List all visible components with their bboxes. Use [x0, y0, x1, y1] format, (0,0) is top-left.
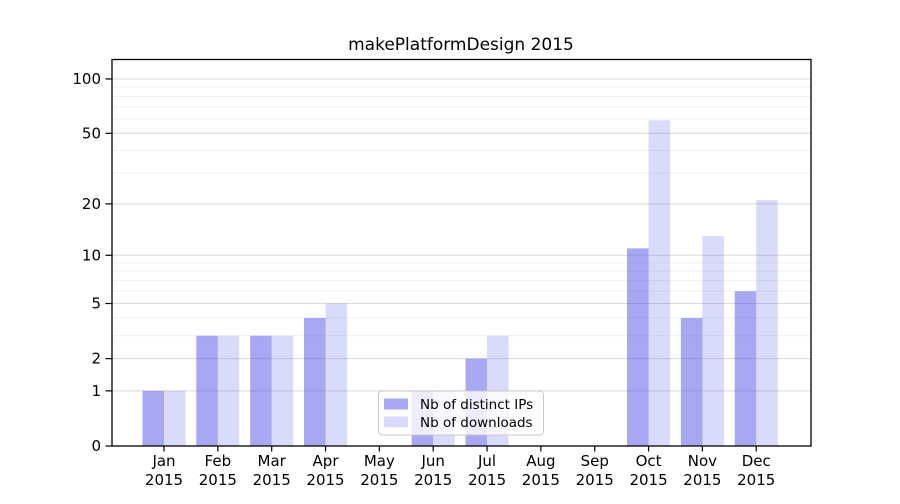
legend-swatch-s0	[384, 398, 408, 410]
x-tick-label-year: 2015	[737, 471, 775, 489]
bar-dec-s0	[734, 291, 757, 446]
x-tick-label-month: Sep	[581, 452, 609, 470]
x-tick-label-month: Dec	[742, 452, 771, 470]
bar-feb-s1	[217, 335, 240, 446]
x-tick-label-month: Feb	[205, 452, 232, 470]
y-tick-label: 50	[82, 124, 101, 142]
x-tick-label-month: Jun	[420, 452, 444, 470]
bar-apr-s1	[325, 303, 348, 446]
legend-label-s0: Nb of distinct IPs	[420, 397, 533, 413]
y-tick-label: 2	[91, 350, 101, 368]
bar-apr-s0	[304, 318, 326, 446]
x-tick-label-year: 2015	[414, 471, 452, 489]
y-tick-label: 20	[82, 195, 101, 213]
bar-mar-s1	[271, 335, 294, 446]
chart-title: makePlatformDesign 2015	[348, 35, 574, 55]
x-tick-label-year: 2015	[145, 471, 183, 489]
legend-label-s1: Nb of downloads	[420, 415, 533, 431]
bar-nov-s0	[680, 318, 703, 446]
x-tick-label-month: Jan	[151, 452, 175, 470]
bar-mar-s0	[250, 335, 272, 446]
x-tick-label-month: Aug	[526, 452, 555, 470]
bar-groups	[142, 120, 778, 447]
x-tick-label-month: Nov	[688, 452, 717, 470]
bar-jan-s1	[164, 390, 186, 446]
x-tick-label-year: 2015	[629, 471, 667, 489]
y-tick-label: 100	[72, 70, 101, 88]
x-tick-label-year: 2015	[360, 471, 398, 489]
bar-oct-s1	[648, 120, 671, 447]
legend-box	[378, 390, 544, 436]
x-tick-label-year: 2015	[253, 471, 291, 489]
y-tick-label: 0	[91, 437, 101, 455]
bar-feb-s0	[196, 335, 218, 446]
bar-oct-s0	[627, 248, 649, 446]
x-tick-label-year: 2015	[199, 471, 237, 489]
x-tick-label-year: 2015	[576, 471, 614, 489]
legend: Nb of distinct IPs Nb of downloads	[378, 390, 544, 436]
bar-dec-s1	[756, 200, 778, 446]
x-tick-label-year: 2015	[683, 471, 721, 489]
x-tick-label-month: Oct	[636, 452, 662, 470]
x-tick-label-month: Mar	[258, 452, 287, 470]
axis-tick-labels: 0125102050100Jan2015Feb2015Mar2015Apr201…	[72, 70, 775, 489]
y-tick-label: 10	[82, 246, 101, 264]
y-tick-label: 5	[91, 295, 101, 313]
y-tick-label: 1	[91, 382, 101, 400]
x-tick-label-year: 2015	[306, 471, 344, 489]
bar-jan-s0	[142, 390, 164, 446]
axis-ticks	[105, 78, 757, 452]
minor-gridlines	[112, 86, 811, 337]
x-tick-label-year: 2015	[468, 471, 506, 489]
x-tick-label-month: May	[364, 452, 395, 470]
legend-swatch-s1	[384, 416, 408, 428]
x-tick-label-year: 2015	[522, 471, 560, 489]
bar-nov-s1	[702, 236, 724, 446]
x-tick-label-month: Jul	[477, 452, 496, 470]
x-tick-label-month: Apr	[313, 452, 340, 470]
plot-border	[111, 58, 812, 447]
